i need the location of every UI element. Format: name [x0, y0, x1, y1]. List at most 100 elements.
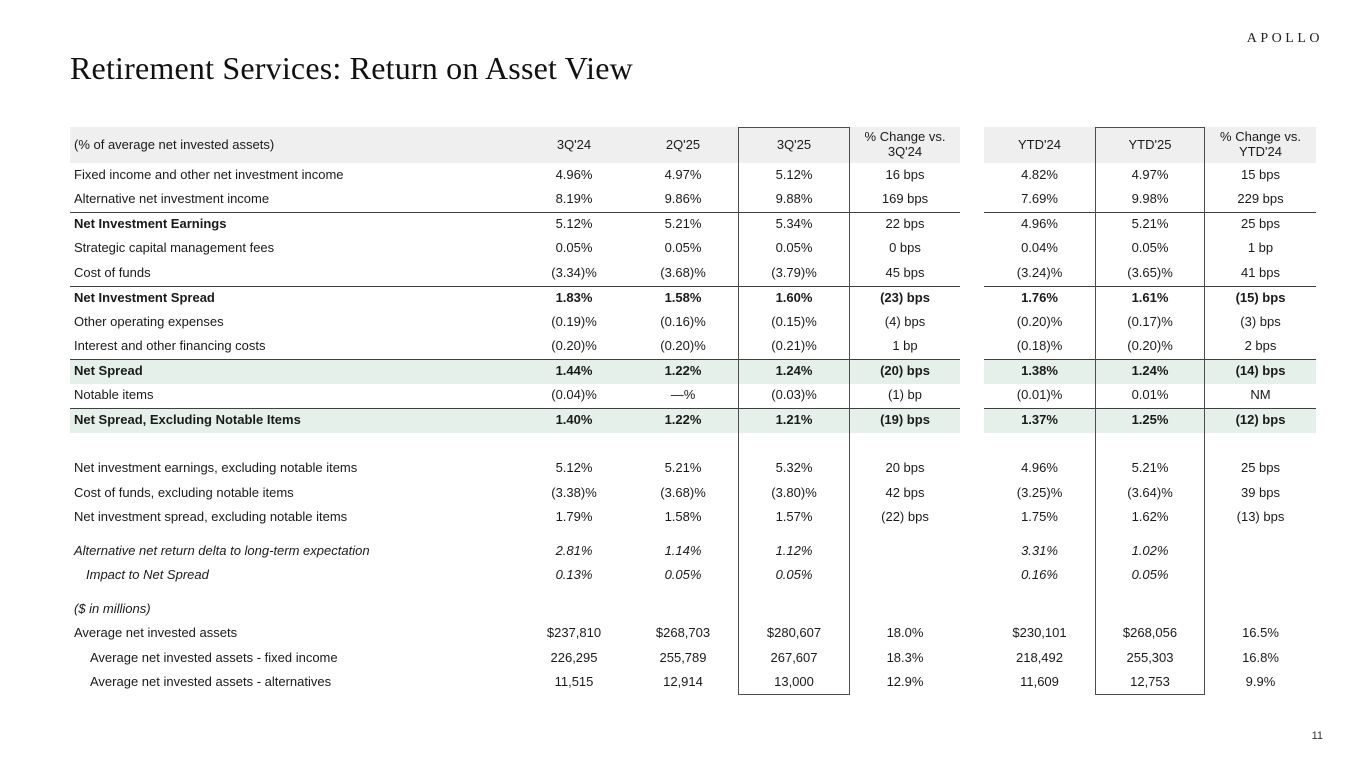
table-spacer — [70, 530, 1316, 539]
row-value: 1.02% — [1131, 542, 1169, 558]
col-header-3q24: 3Q'24 — [520, 127, 628, 163]
row-value: 8.19% — [555, 191, 593, 207]
column-gap — [960, 408, 984, 433]
row-value: 1.76% — [984, 285, 1095, 311]
row-value: 9.9% — [1245, 674, 1276, 690]
row-value: 5.21% — [1131, 460, 1169, 476]
row-value: (13) bps — [1236, 509, 1285, 525]
row-value: 5.21% — [1095, 212, 1205, 237]
row-value — [1205, 564, 1316, 589]
page-number: 11 — [1311, 730, 1323, 742]
col-header-change-vs-3q24: % Change vs. 3Q'24 — [850, 127, 960, 163]
row-value: (0.18)% — [1016, 338, 1063, 354]
row-value: 5.21% — [664, 460, 702, 476]
row-value: 5.12% — [775, 166, 813, 182]
row-label: Average net invested assets - alternativ… — [90, 674, 332, 690]
table-row: Net Investment Spread 1.83% 1.58% 1.60% (23)… — [70, 285, 1316, 311]
table-header-row: (% of average net invested assets) 3Q'24… — [70, 127, 1316, 163]
column-gap — [960, 457, 984, 482]
row-value — [1205, 597, 1316, 622]
row-value: 1.25% — [1095, 408, 1205, 433]
row-value: 1.62% — [1131, 509, 1169, 525]
column-gap — [960, 212, 984, 237]
row-value: 0.01% — [1131, 387, 1169, 403]
row-label: Net Investment Spread — [70, 285, 520, 311]
apollo-logo: APOLLO — [1246, 31, 1323, 46]
row-value: 2 bps — [1244, 338, 1277, 354]
table-row: Average net invested assets - alternativ… — [70, 671, 1316, 696]
row-value: 45 bps — [885, 264, 925, 280]
row-value: 4.96% — [984, 212, 1095, 237]
row-value: 0.05% — [664, 240, 702, 256]
row-value: (3.64)% — [1127, 484, 1173, 500]
row-value: (3.79)% — [771, 264, 817, 280]
column-gap — [960, 564, 984, 589]
column-gap — [960, 506, 984, 531]
column-gap — [960, 237, 984, 262]
row-value: 3.31% — [1021, 542, 1058, 558]
row-label: Net investment spread, excluding notable… — [74, 509, 348, 525]
table-row: Fixed income and other net investment in… — [70, 163, 1316, 188]
table-row: Alternative net return delta to long-ter… — [70, 539, 1316, 564]
row-value: 11,515 — [554, 674, 594, 690]
row-value: 1.58% — [628, 285, 738, 311]
row-value: (14) bps — [1205, 359, 1316, 384]
row-value — [738, 597, 850, 622]
row-value: (3.68)% — [660, 484, 706, 500]
column-gap — [960, 335, 984, 360]
table-row: Net Spread, Excluding Notable Items 1.40%… — [70, 408, 1316, 433]
column-gap — [960, 359, 984, 384]
row-value — [1095, 597, 1205, 622]
table-row: Net investment earnings, excluding notab… — [70, 457, 1316, 482]
row-label: Alternative net return delta to long-ter… — [74, 542, 370, 558]
row-label: Impact to Net Spread — [86, 567, 209, 583]
table-row: Cost of funds (3.34)% (3.68)% (3.79)% 45 bps… — [70, 261, 1316, 286]
row-value: 1.79% — [555, 509, 593, 525]
row-value: 1.37% — [984, 408, 1095, 433]
row-value: (0.20)% — [551, 338, 597, 354]
row-label: Net Spread — [70, 359, 520, 384]
row-value: 4.96% — [555, 166, 593, 182]
row-value: (0.20)% — [1127, 338, 1173, 354]
row-value: 0.16% — [1021, 567, 1058, 583]
row-value: 1.57% — [775, 509, 813, 525]
row-value: NM — [1250, 387, 1271, 403]
row-value: (0.19)% — [551, 313, 597, 329]
row-label: Average net invested assets — [74, 625, 238, 641]
row-value: $268,056 — [1122, 625, 1178, 641]
row-value: $237,810 — [546, 625, 602, 641]
row-value: 41 bps — [1240, 264, 1281, 280]
row-value: (1) bp — [888, 387, 922, 403]
row-value: 16.8% — [1242, 649, 1279, 665]
row-value: 39 bps — [1240, 484, 1281, 500]
row-value: 1 bp — [892, 338, 918, 354]
row-value: (0.04)% — [551, 387, 597, 403]
row-value: (0.15)% — [771, 313, 817, 329]
row-value: 4.97% — [1131, 166, 1169, 182]
row-value: 1.12% — [775, 542, 813, 558]
row-value: $230,101 — [1012, 625, 1067, 641]
column-gap — [960, 481, 984, 506]
row-value: 1.60% — [738, 285, 850, 311]
row-value: 1.21% — [738, 408, 850, 433]
row-value: 16.5% — [1242, 625, 1279, 641]
row-value: (0.17)% — [1127, 313, 1173, 329]
row-label: Net Spread, Excluding Notable Items — [70, 408, 520, 433]
row-value: 25 bps — [1205, 212, 1316, 237]
table-row: Other operating expenses (0.19)% (0.16)% (0… — [70, 310, 1316, 335]
table-row: Net Spread 1.44% 1.22% 1.24% (20) bps 1.38% 1.… — [70, 359, 1316, 384]
row-value: 2.81% — [555, 542, 593, 558]
row-value: 25 bps — [1240, 460, 1281, 476]
row-value: (23) bps — [850, 285, 960, 311]
row-value: (3.34)% — [551, 264, 597, 280]
row-value: (22) bps — [881, 509, 929, 525]
row-value: (0.03)% — [771, 387, 817, 403]
row-label: Interest and other financing costs — [74, 338, 266, 354]
row-value: —% — [670, 387, 696, 403]
col-header-2q25: 2Q'25 — [628, 127, 738, 163]
row-value: (0.20)% — [1016, 313, 1063, 329]
row-value: (12) bps — [1205, 408, 1316, 433]
row-value: 0.13% — [555, 567, 593, 583]
column-gap — [960, 671, 984, 696]
row-value: (0.20)% — [660, 338, 706, 354]
